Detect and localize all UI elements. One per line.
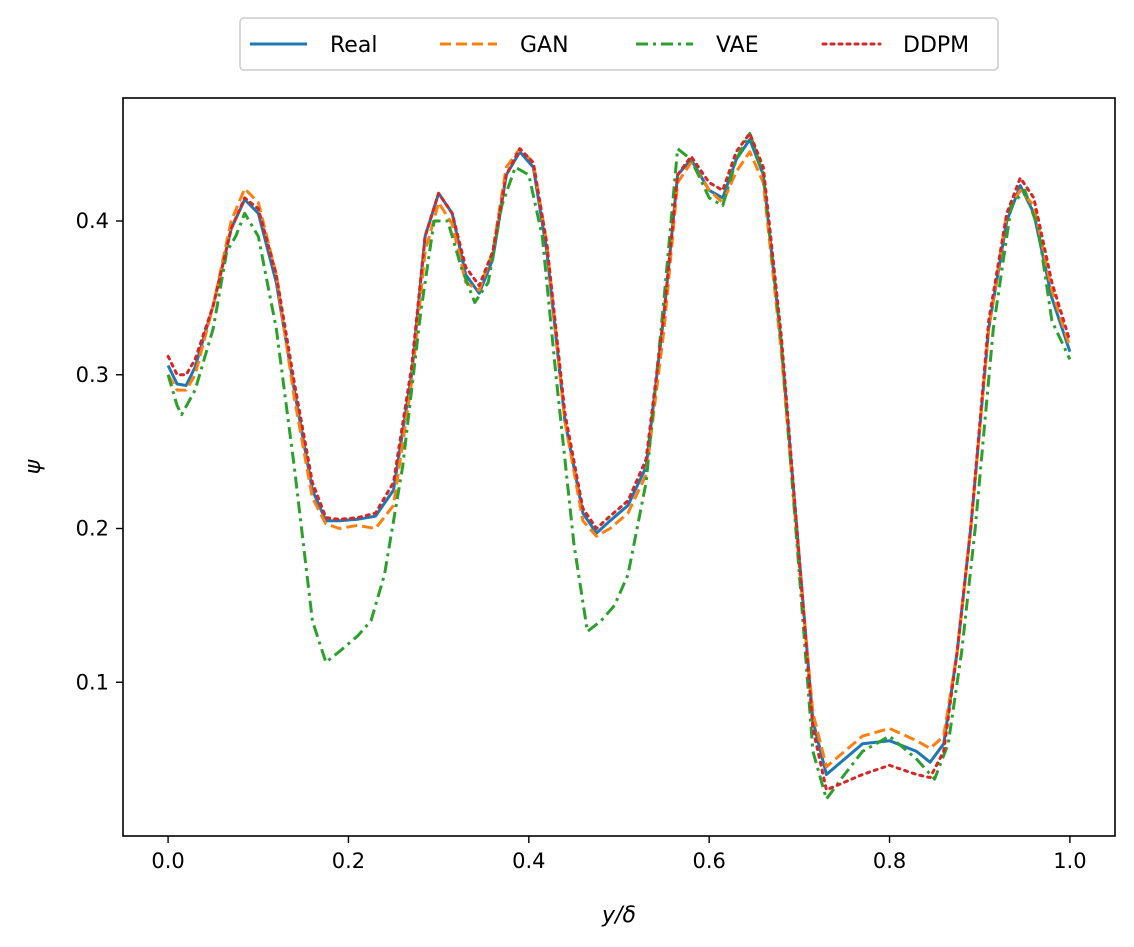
- legend-label-real: Real: [330, 33, 377, 58]
- y-tick-label: 0.1: [76, 670, 109, 694]
- series-line-vae: [166, 131, 1072, 801]
- x-tick-label: 1.0: [1053, 849, 1086, 873]
- series-line-gan: [166, 147, 1072, 769]
- y-axis-label: ψ: [21, 459, 46, 474]
- x-tick-label: 0.0: [151, 849, 184, 873]
- series-layer: [166, 131, 1072, 801]
- legend-frame: [239, 17, 999, 71]
- y-tick-label: 0.2: [76, 517, 109, 541]
- y-tick-label: 0.3: [76, 363, 109, 387]
- x-tick-label: 0.6: [692, 849, 725, 873]
- legend-label-gan: GAN: [520, 33, 569, 58]
- x-axis: 0.0 0.2 0.4 0.6 0.8 1.0: [151, 836, 1087, 873]
- series-line-ddpm: [166, 131, 1072, 792]
- x-tick-label: 0.4: [512, 849, 545, 873]
- y-tick-label: 0.4: [76, 209, 109, 233]
- x-tick-label: 0.8: [873, 849, 906, 873]
- plot-frame: [122, 97, 1116, 837]
- x-tick-label: 0.2: [332, 849, 365, 873]
- legend-label-ddpm: DDPM: [903, 33, 969, 58]
- y-axis: 0.1 0.2 0.3 0.4: [76, 209, 123, 694]
- x-axis-label: y/δ: [601, 903, 636, 928]
- legend-label-vae: VAE: [716, 33, 759, 58]
- legend: Real GAN VAE DDPM: [239, 17, 999, 71]
- plot-area: [122, 97, 1116, 837]
